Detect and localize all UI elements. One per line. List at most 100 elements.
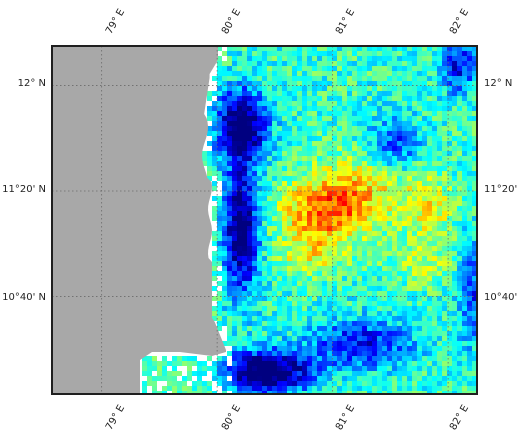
raster-cell <box>367 131 372 136</box>
raster-cell <box>402 216 407 221</box>
raster-cell <box>352 106 357 111</box>
raster-cell <box>402 211 407 216</box>
raster-cell <box>247 186 252 191</box>
raster-cell <box>202 366 207 371</box>
raster-cell <box>272 241 277 246</box>
raster-cell <box>227 181 232 186</box>
raster-cell <box>322 251 327 256</box>
raster-cell <box>372 186 377 191</box>
raster-cell <box>237 121 242 126</box>
raster-cell <box>267 391 272 394</box>
raster-cell <box>282 46 287 51</box>
raster-cell <box>367 261 372 266</box>
raster-cell <box>242 181 247 186</box>
raster-cell <box>397 71 402 76</box>
raster-cell <box>322 286 327 291</box>
raster-cell <box>247 256 252 261</box>
raster-cell <box>272 106 277 111</box>
raster-cell <box>352 301 357 306</box>
raster-cell <box>382 121 387 126</box>
raster-cell <box>262 216 267 221</box>
raster-cell <box>422 146 427 151</box>
raster-cell <box>472 391 477 394</box>
raster-cell <box>332 311 337 316</box>
raster-cell <box>427 331 432 336</box>
raster-cell <box>257 96 262 101</box>
raster-cell <box>417 191 422 196</box>
landmass-polygon <box>52 46 226 394</box>
raster-cell <box>222 281 227 286</box>
raster-cell <box>322 351 327 356</box>
raster-cell <box>432 166 437 171</box>
raster-cell <box>257 381 262 386</box>
raster-cell <box>442 196 447 201</box>
raster-cell <box>337 311 342 316</box>
raster-cell <box>427 326 432 331</box>
raster-cell <box>442 311 447 316</box>
raster-cell <box>417 76 422 81</box>
raster-cell <box>382 321 387 326</box>
raster-cell <box>312 126 317 131</box>
raster-cell <box>287 351 292 356</box>
raster-cell <box>207 126 212 131</box>
raster-cell <box>232 336 237 341</box>
raster-cell <box>232 236 237 241</box>
raster-cell <box>467 276 472 281</box>
raster-cell <box>392 356 397 361</box>
raster-cell <box>437 131 442 136</box>
raster-cell <box>417 91 422 96</box>
raster-cell <box>452 81 457 86</box>
raster-cell <box>332 326 337 331</box>
raster-cell <box>377 286 382 291</box>
raster-cell <box>342 246 347 251</box>
raster-cell <box>337 291 342 296</box>
raster-cell <box>427 171 432 176</box>
raster-cell <box>427 306 432 311</box>
raster-cell <box>332 346 337 351</box>
raster-cell <box>242 81 247 86</box>
raster-cell <box>267 96 272 101</box>
raster-cell <box>317 101 322 106</box>
raster-cell <box>272 46 277 51</box>
raster-cell <box>407 96 412 101</box>
raster-cell <box>367 161 372 166</box>
raster-cell <box>462 81 467 86</box>
raster-cell <box>262 241 267 246</box>
raster-cell <box>327 191 332 196</box>
raster-cell <box>402 201 407 206</box>
raster-cell <box>237 126 242 131</box>
raster-cell <box>272 101 277 106</box>
raster-cell <box>417 366 422 371</box>
raster-cell <box>377 156 382 161</box>
raster-cell <box>457 211 462 216</box>
raster-cell <box>222 311 227 316</box>
raster-cell <box>372 61 377 66</box>
raster-cell <box>452 176 457 181</box>
raster-cell <box>292 101 297 106</box>
raster-cell <box>457 386 462 391</box>
raster-cell <box>347 336 352 341</box>
raster-cell <box>227 161 232 166</box>
raster-cell <box>247 146 252 151</box>
raster-cell <box>252 226 257 231</box>
raster-cell <box>327 166 332 171</box>
raster-cell <box>312 226 317 231</box>
raster-cell <box>367 341 372 346</box>
raster-cell <box>362 371 367 376</box>
raster-cell <box>447 311 452 316</box>
raster-cell <box>437 91 442 96</box>
raster-cell <box>337 351 342 356</box>
raster-cell <box>317 136 322 141</box>
raster-cell <box>237 231 242 236</box>
raster-cell <box>247 296 252 301</box>
raster-cell <box>402 66 407 71</box>
raster-cell <box>337 331 342 336</box>
raster-cell <box>407 381 412 386</box>
raster-cell <box>432 371 437 376</box>
raster-cell <box>142 366 147 371</box>
raster-cell <box>402 106 407 111</box>
raster-cell <box>262 331 267 336</box>
raster-cell <box>407 136 412 141</box>
raster-cell <box>267 326 272 331</box>
raster-cell <box>412 351 417 356</box>
